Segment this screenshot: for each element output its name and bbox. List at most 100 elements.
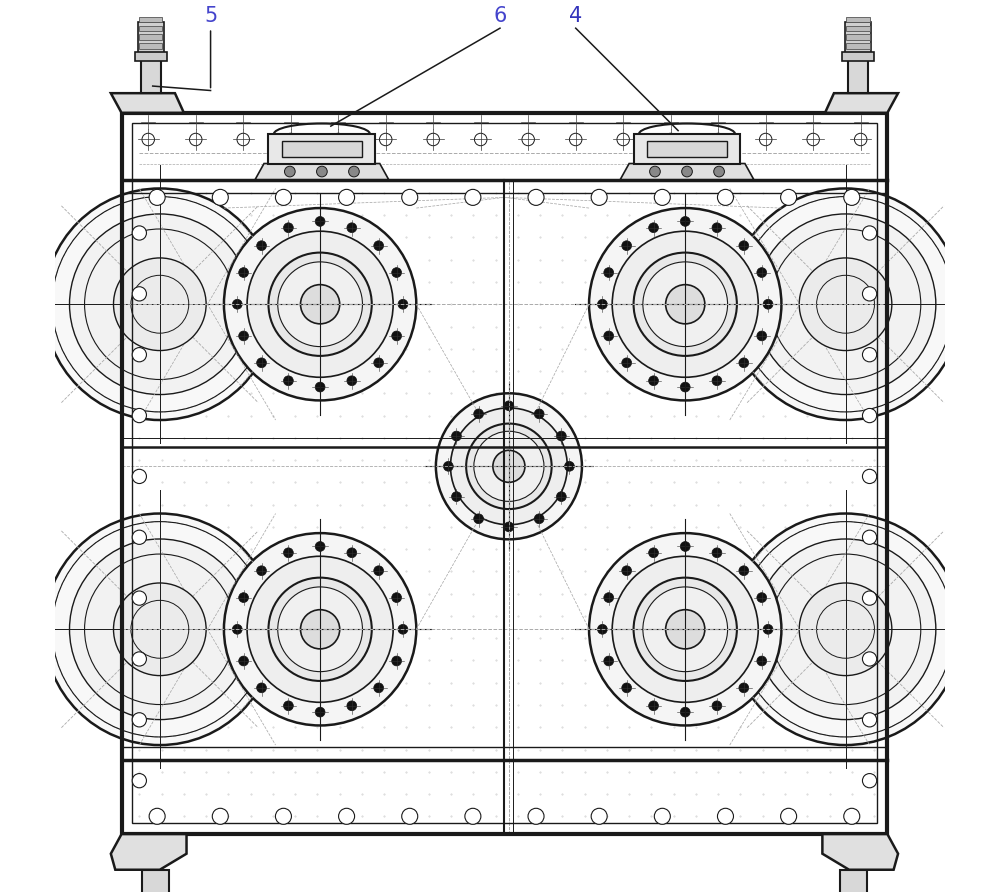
- Circle shape: [504, 401, 514, 410]
- Circle shape: [522, 133, 534, 145]
- Circle shape: [114, 258, 206, 351]
- Bar: [634, 134, 740, 163]
- Circle shape: [339, 189, 355, 205]
- Circle shape: [257, 358, 266, 368]
- Circle shape: [654, 189, 670, 205]
- Circle shape: [759, 133, 772, 145]
- Text: 5: 5: [204, 5, 217, 26]
- Circle shape: [504, 522, 514, 532]
- Circle shape: [284, 223, 293, 233]
- Circle shape: [739, 241, 749, 251]
- Circle shape: [347, 223, 357, 233]
- Bar: [282, 141, 362, 157]
- Circle shape: [643, 262, 728, 347]
- Circle shape: [402, 808, 418, 824]
- Circle shape: [452, 491, 461, 501]
- Circle shape: [763, 300, 773, 310]
- Circle shape: [739, 683, 749, 693]
- Circle shape: [132, 226, 146, 240]
- Circle shape: [374, 358, 384, 368]
- Circle shape: [275, 189, 291, 205]
- Circle shape: [612, 557, 758, 702]
- Circle shape: [70, 539, 250, 720]
- Circle shape: [392, 657, 402, 666]
- Circle shape: [239, 331, 248, 341]
- Circle shape: [664, 133, 677, 145]
- Polygon shape: [822, 834, 898, 870]
- Circle shape: [862, 409, 877, 423]
- Bar: [122, 112, 887, 834]
- Circle shape: [315, 541, 325, 551]
- Circle shape: [634, 578, 737, 681]
- Bar: [846, 35, 870, 40]
- Circle shape: [278, 587, 362, 672]
- Circle shape: [149, 808, 165, 824]
- Circle shape: [591, 808, 607, 824]
- Circle shape: [284, 701, 293, 711]
- Circle shape: [275, 808, 291, 824]
- Circle shape: [450, 408, 567, 524]
- Circle shape: [398, 624, 408, 634]
- Circle shape: [781, 189, 797, 205]
- Circle shape: [717, 808, 733, 824]
- Circle shape: [556, 491, 566, 501]
- Bar: [268, 134, 375, 163]
- Bar: [139, 26, 162, 31]
- Circle shape: [755, 539, 936, 720]
- Circle shape: [149, 189, 165, 205]
- Circle shape: [649, 548, 658, 558]
- Circle shape: [604, 592, 614, 602]
- Circle shape: [739, 566, 749, 575]
- Circle shape: [589, 208, 781, 401]
- Circle shape: [650, 166, 660, 177]
- Circle shape: [712, 223, 722, 233]
- Circle shape: [757, 657, 767, 666]
- Bar: [840, 870, 867, 892]
- Circle shape: [315, 707, 325, 717]
- Bar: [846, 26, 870, 31]
- Circle shape: [622, 241, 632, 251]
- Circle shape: [132, 591, 146, 606]
- Polygon shape: [620, 163, 754, 179]
- Circle shape: [598, 624, 607, 634]
- Bar: [122, 112, 887, 834]
- Circle shape: [132, 286, 146, 301]
- Circle shape: [757, 592, 767, 602]
- Bar: [141, 58, 161, 93]
- Circle shape: [717, 189, 733, 205]
- Circle shape: [807, 133, 819, 145]
- Circle shape: [862, 348, 877, 362]
- Bar: [135, 53, 167, 62]
- Circle shape: [781, 808, 797, 824]
- Circle shape: [757, 268, 767, 277]
- Bar: [139, 35, 162, 40]
- Circle shape: [212, 808, 228, 824]
- Circle shape: [622, 358, 632, 368]
- Circle shape: [427, 133, 439, 145]
- Circle shape: [474, 133, 487, 145]
- Circle shape: [44, 514, 276, 745]
- Circle shape: [534, 409, 544, 418]
- Circle shape: [465, 189, 481, 205]
- Circle shape: [862, 469, 877, 483]
- Circle shape: [680, 382, 690, 392]
- Circle shape: [443, 461, 453, 471]
- Circle shape: [569, 133, 582, 145]
- Circle shape: [474, 431, 544, 501]
- Circle shape: [339, 808, 355, 824]
- Circle shape: [257, 683, 266, 693]
- Circle shape: [474, 409, 484, 418]
- Circle shape: [132, 652, 146, 666]
- Circle shape: [239, 592, 248, 602]
- Circle shape: [649, 701, 658, 711]
- Circle shape: [604, 331, 614, 341]
- Bar: [132, 123, 877, 823]
- Circle shape: [682, 166, 692, 177]
- Circle shape: [712, 133, 724, 145]
- Circle shape: [317, 166, 327, 177]
- Circle shape: [844, 189, 860, 205]
- Circle shape: [649, 376, 658, 385]
- Circle shape: [622, 683, 632, 693]
- Circle shape: [347, 548, 357, 558]
- Circle shape: [189, 133, 202, 145]
